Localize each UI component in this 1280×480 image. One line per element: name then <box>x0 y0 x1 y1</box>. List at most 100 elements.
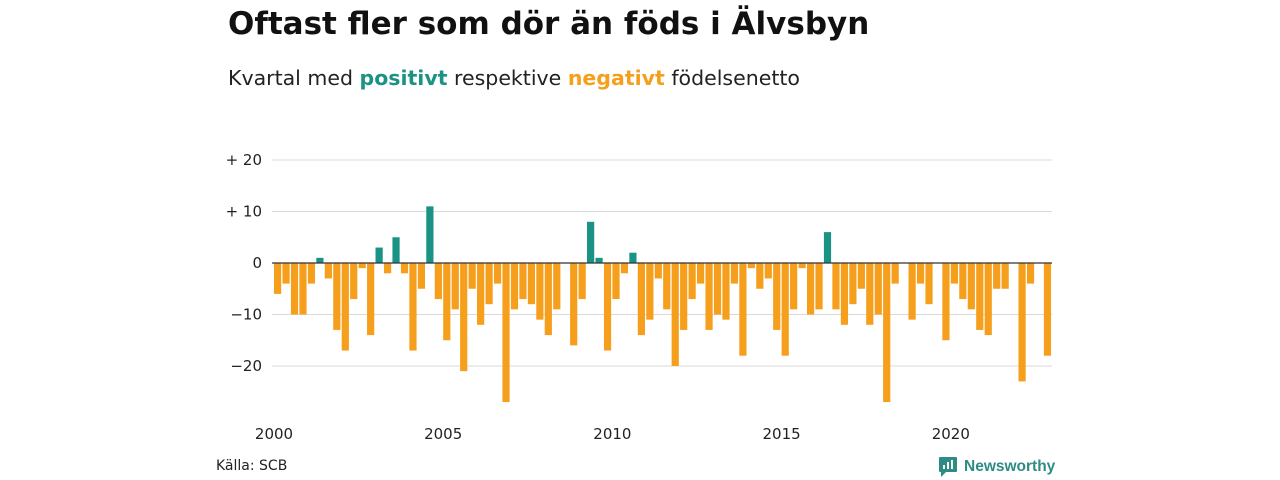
x-tick-label: 2000 <box>255 425 293 443</box>
bar-negative <box>1043 263 1052 356</box>
bar-negative <box>493 263 502 284</box>
bar-negative <box>409 263 417 351</box>
bar-negative <box>468 263 476 289</box>
bar-negative <box>713 263 722 315</box>
bar-positive <box>426 206 434 263</box>
bar-negative <box>451 263 459 310</box>
bar-negative <box>443 263 451 341</box>
y-tick-label: −20 <box>230 357 262 375</box>
bar-negative <box>663 263 671 310</box>
bar-positive <box>629 252 637 263</box>
bar-negative <box>333 263 341 330</box>
bar-negative <box>570 263 578 346</box>
newsworthy-logo-icon <box>939 457 957 477</box>
x-tick-label: 2015 <box>763 425 801 443</box>
bar-negative <box>477 263 485 325</box>
bar-negative <box>274 263 282 294</box>
bar-positive <box>316 257 324 263</box>
bar-negative <box>815 263 823 310</box>
bar-negative <box>383 263 392 274</box>
bar-negative <box>400 263 409 274</box>
chart-subtitle: Kvartal med positivt respektive negativt… <box>228 66 800 90</box>
gridlines <box>272 159 1052 367</box>
bar-negative <box>688 263 696 300</box>
bar-negative <box>1026 263 1035 284</box>
bar-negative <box>840 263 849 325</box>
bar-positive <box>375 247 383 263</box>
x-tick-label: 2020 <box>932 425 970 443</box>
subtitle-middle: respektive <box>454 66 562 90</box>
bar-negative <box>857 263 865 289</box>
bar-negative <box>367 263 375 336</box>
bar-negative <box>747 263 755 269</box>
y-tick-label: 0 <box>252 254 262 272</box>
bar-negative <box>671 263 679 366</box>
bar-positive <box>823 232 832 263</box>
bars <box>274 206 1052 403</box>
bar-negative <box>993 263 1001 289</box>
y-axis-labels: + 20 + 10 0 −10 −20 <box>226 151 262 375</box>
subtitle-positive-word: positivt <box>359 66 448 90</box>
bar-negative <box>620 263 629 274</box>
bar-positive <box>587 221 595 263</box>
bar-negative <box>324 263 332 279</box>
x-tick-label: 2010 <box>593 425 631 443</box>
bar-negative <box>654 263 662 279</box>
bar-negative <box>697 263 705 284</box>
bar-negative <box>290 263 299 315</box>
bar-negative <box>603 263 612 351</box>
bar-positive <box>392 237 400 263</box>
bar-negative <box>756 263 764 289</box>
chart-title: Oftast fler som dör än föds i Älvsbyn <box>228 6 870 42</box>
bar-negative <box>282 263 290 284</box>
bar-negative <box>680 263 688 330</box>
bar-negative <box>798 263 806 269</box>
bar-negative <box>553 263 561 310</box>
bar-negative <box>350 263 358 300</box>
subtitle-prefix: Kvartal med <box>228 66 353 90</box>
bar-negative <box>705 263 713 330</box>
brand[interactable]: Newsworthy <box>938 456 1055 478</box>
bar-negative <box>536 263 544 320</box>
bar-negative <box>637 263 645 336</box>
bar-negative <box>891 263 899 284</box>
bar-chart: + 20 + 10 0 −10 −20 2000 2005 2010 2015 2020 <box>226 151 1052 443</box>
bar-negative <box>916 263 925 284</box>
bar-positive <box>595 257 603 263</box>
subtitle-suffix: födelsenetto <box>671 66 800 90</box>
y-tick-label: + 20 <box>226 151 262 169</box>
bar-negative <box>883 263 891 403</box>
bar-negative <box>764 263 772 279</box>
bar-negative <box>773 263 781 330</box>
bar-negative <box>781 263 789 356</box>
bar-negative <box>1001 263 1009 289</box>
x-axis-labels: 2000 2005 2010 2015 2020 <box>255 425 970 443</box>
x-tick-label: 2005 <box>424 425 462 443</box>
bar-negative <box>307 263 316 284</box>
bar-negative <box>502 263 510 403</box>
brand-name: Newsworthy <box>964 458 1056 475</box>
bar-negative <box>866 263 874 325</box>
bar-negative <box>806 263 815 315</box>
bar-negative <box>925 263 933 305</box>
bar-negative <box>485 263 493 305</box>
bar-negative <box>950 263 958 284</box>
bar-negative <box>984 263 992 336</box>
y-tick-label: −10 <box>230 306 262 324</box>
bar-negative <box>460 263 468 372</box>
bar-negative <box>299 263 307 315</box>
bar-negative <box>849 263 857 305</box>
bar-negative <box>646 263 654 320</box>
bar-negative <box>341 263 349 351</box>
bar-negative <box>976 263 984 330</box>
bar-negative <box>544 263 552 336</box>
bar-negative <box>417 263 426 289</box>
bar-negative <box>874 263 882 315</box>
bar-negative <box>908 263 916 320</box>
y-tick-label: + 10 <box>226 203 262 221</box>
bar-negative <box>722 263 730 320</box>
bar-negative <box>612 263 620 300</box>
bar-negative <box>519 263 527 300</box>
bar-negative <box>1018 263 1026 382</box>
subtitle-negative-word: negativt <box>567 66 665 90</box>
